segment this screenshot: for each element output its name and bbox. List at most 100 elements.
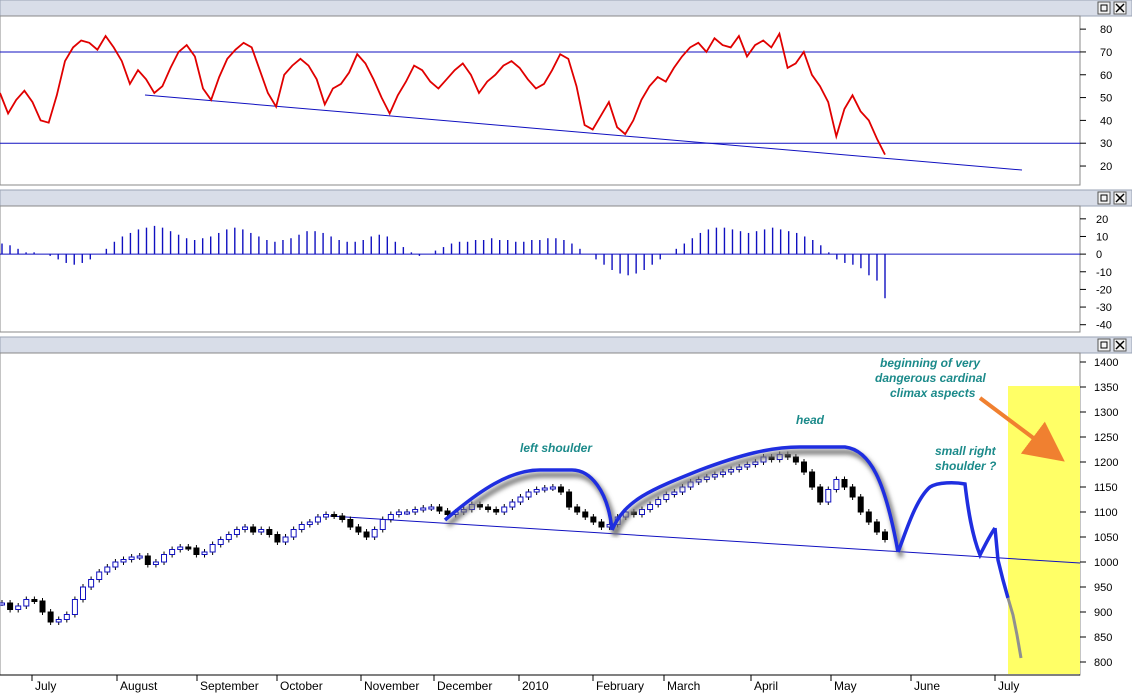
x-month-label: October	[280, 679, 323, 693]
x-month-label: June	[914, 679, 940, 693]
rsi-y-tick-label: 30	[1100, 138, 1112, 150]
histogram-y-tick-label: 20	[1096, 214, 1108, 226]
price-candle	[436, 506, 443, 512]
price-y-tick-label: 1000	[1094, 557, 1118, 569]
price-candle	[225, 534, 232, 540]
price-candle	[501, 506, 508, 513]
histogram-panel: -40 -30 -20 -10 0 10 20	[0, 189, 1132, 333]
price-candle	[104, 566, 111, 573]
price-candle	[825, 489, 832, 503]
price-candle	[557, 486, 564, 493]
price-candle	[833, 479, 840, 490]
x-month-label: August	[120, 679, 158, 693]
price-candle	[428, 506, 435, 510]
price-panel: 800 850 900 950 1000 1050 1100 1150 1200 1250 1300…	[0, 336, 1132, 676]
rsi-maximize-button[interactable]	[1097, 1, 1111, 15]
histogram-maximize-button[interactable]	[1097, 191, 1111, 205]
rsi-reference-lines	[0, 51, 1080, 144]
x-axis: July August September October November Decemb…	[0, 674, 1080, 693]
price-candle	[849, 486, 856, 498]
histogram-bars	[1, 225, 886, 299]
x-month-label: September	[200, 679, 259, 693]
price-candle	[258, 529, 265, 533]
price-candle	[371, 529, 378, 538]
rsi-y-tick-label: 80	[1100, 24, 1112, 36]
histogram-y-tick-label: 0	[1096, 249, 1102, 261]
price-candle	[39, 600, 46, 613]
hand-drawn-pattern	[443, 445, 997, 560]
histogram-y-axis: -40 -30 -20 -10 0 10 20	[1080, 214, 1112, 332]
histogram-y-tick-label: -20	[1096, 284, 1112, 296]
price-candle	[882, 531, 888, 540]
price-candle	[395, 511, 402, 515]
rsi-close-button[interactable]	[1113, 1, 1127, 15]
price-candle	[209, 544, 216, 553]
climax-label-3: climax aspects	[890, 386, 976, 400]
price-candle	[112, 561, 119, 568]
price-candle	[71, 599, 78, 615]
price-candle	[266, 529, 273, 535]
price-candle	[23, 599, 30, 607]
right-shoulder-label-1: small right	[935, 444, 997, 458]
right-shoulder-label-2: shoulder ?	[935, 459, 997, 473]
price-y-tick-label: 1400	[1094, 357, 1118, 369]
rsi-plot-area	[0, 15, 1081, 186]
rsi-panel-header	[0, 0, 1132, 17]
price-candle	[55, 619, 62, 623]
histogram-close-button[interactable]	[1113, 191, 1127, 205]
price-candle	[363, 531, 370, 538]
price-candle	[120, 559, 127, 563]
price-y-tick-label: 1300	[1094, 407, 1118, 419]
left-shoulder-outline	[443, 468, 614, 531]
price-candle	[517, 496, 524, 503]
price-candle	[736, 466, 743, 470]
projection-line-gray	[1006, 597, 1023, 659]
price-candle	[161, 554, 168, 563]
price-candle	[185, 546, 192, 550]
price-candle	[88, 579, 95, 588]
rsi-y-axis: 20 30 40 50 60 70 80	[1080, 24, 1112, 173]
price-candle	[152, 561, 159, 565]
price-candle	[485, 506, 492, 510]
price-panel-header	[0, 336, 1132, 354]
price-y-tick-label: 800	[1094, 657, 1112, 669]
price-candle	[792, 456, 799, 463]
neckline	[329, 515, 1081, 564]
price-candle	[598, 521, 605, 528]
rsi-y-tick-label: 40	[1100, 115, 1112, 127]
price-y-tick-label: 1050	[1094, 532, 1118, 544]
price-y-tick-label: 1100	[1094, 507, 1118, 519]
price-y-tick-label: 950	[1094, 582, 1112, 594]
price-candle	[873, 521, 880, 533]
price-candle	[671, 491, 678, 495]
price-candle	[841, 479, 848, 488]
left-shoulder-label: left shoulder	[520, 441, 593, 455]
right-shoulder-outline	[896, 481, 997, 560]
price-candle	[857, 496, 864, 513]
x-month-label: December	[437, 679, 492, 693]
price-candle	[541, 487, 548, 491]
projection-line-blue	[993, 527, 1010, 599]
price-candle	[533, 489, 540, 493]
climax-arrow	[978, 396, 1065, 462]
price-candle	[347, 519, 354, 528]
price-candle	[647, 504, 654, 510]
price-candle	[695, 479, 702, 483]
price-candle	[0, 602, 5, 606]
histogram-y-tick-label: -30	[1096, 302, 1112, 314]
price-candle	[15, 605, 22, 610]
price-close-button[interactable]	[1113, 338, 1127, 352]
price-candle	[177, 546, 184, 550]
rsi-series-line	[0, 31, 886, 156]
price-candle	[298, 524, 305, 530]
price-y-tick-label: 1350	[1094, 382, 1118, 394]
climax-label-2: dangerous cardinal	[875, 371, 986, 385]
price-maximize-button[interactable]	[1097, 338, 1111, 352]
price-candle	[193, 547, 200, 555]
price-candle	[169, 549, 176, 555]
price-candle	[638, 509, 645, 515]
price-candle	[80, 586, 87, 600]
price-candle	[7, 602, 14, 610]
head-label: head	[796, 413, 825, 427]
